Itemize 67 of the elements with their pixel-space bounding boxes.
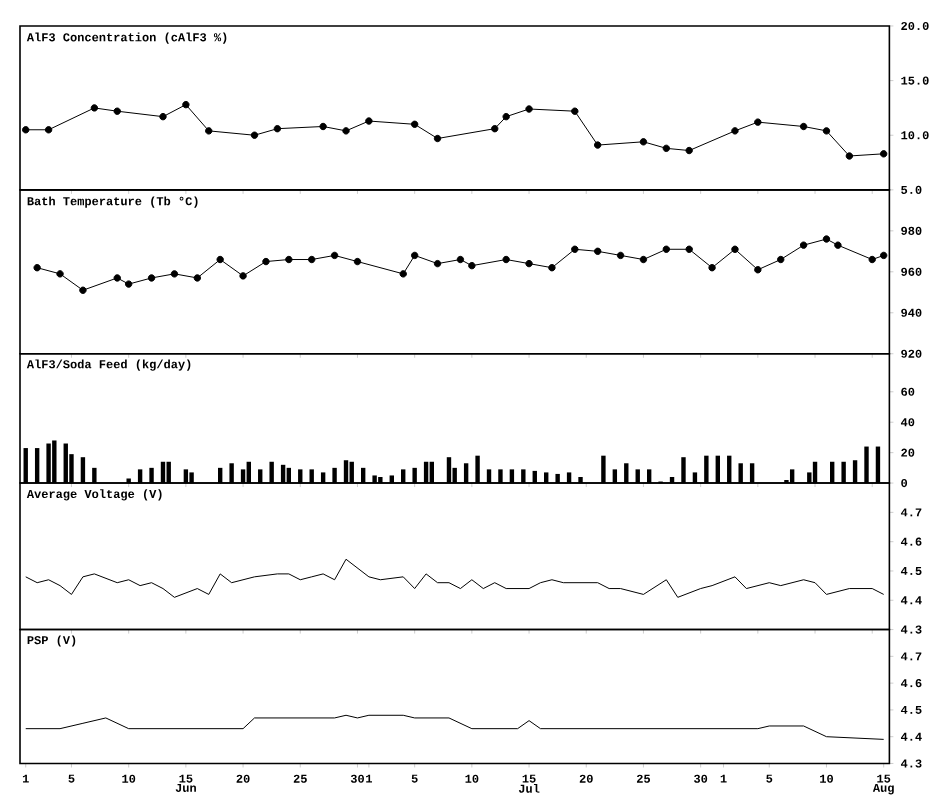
point <box>502 113 510 121</box>
point <box>639 256 648 264</box>
point <box>662 144 671 153</box>
point <box>754 266 762 274</box>
point <box>182 101 190 109</box>
point <box>593 247 602 256</box>
point <box>273 125 282 133</box>
point <box>113 107 121 116</box>
point <box>124 280 133 289</box>
point <box>399 270 407 278</box>
point <box>44 126 53 134</box>
point <box>147 274 156 282</box>
point <box>319 123 327 131</box>
point <box>90 104 99 112</box>
point <box>193 274 202 282</box>
point <box>250 131 259 140</box>
point <box>525 260 533 268</box>
point <box>330 252 339 260</box>
point <box>754 118 762 127</box>
point <box>868 256 876 264</box>
point <box>342 127 350 135</box>
point <box>159 113 167 121</box>
point <box>525 105 533 113</box>
point <box>685 245 693 254</box>
point <box>216 256 224 264</box>
point <box>56 270 64 278</box>
point <box>365 117 373 126</box>
point <box>456 256 465 264</box>
point <box>822 235 831 244</box>
point <box>834 241 842 250</box>
point <box>433 135 442 143</box>
point <box>799 123 808 131</box>
point <box>685 147 693 155</box>
point <box>616 252 625 260</box>
point <box>708 264 716 272</box>
point <box>777 256 785 264</box>
point <box>845 152 854 160</box>
point <box>285 256 293 264</box>
point <box>353 258 362 266</box>
point <box>731 127 739 135</box>
point <box>593 141 602 150</box>
point <box>22 126 30 134</box>
point <box>639 138 648 146</box>
point <box>113 274 121 282</box>
point <box>571 107 579 116</box>
point <box>571 245 579 254</box>
point <box>410 252 419 260</box>
point <box>239 272 247 280</box>
point <box>262 258 270 266</box>
point <box>170 270 179 278</box>
point <box>731 245 739 254</box>
point <box>491 125 499 133</box>
point <box>410 120 419 129</box>
point <box>799 241 808 250</box>
point <box>662 245 671 254</box>
point <box>468 262 476 270</box>
point <box>33 264 41 272</box>
point <box>433 260 442 268</box>
point <box>879 252 888 260</box>
line-series <box>25 715 885 741</box>
point <box>822 127 831 135</box>
point <box>205 127 213 135</box>
point <box>879 150 888 158</box>
point <box>79 286 87 295</box>
point <box>548 264 556 272</box>
point <box>308 256 316 264</box>
point <box>502 256 510 264</box>
